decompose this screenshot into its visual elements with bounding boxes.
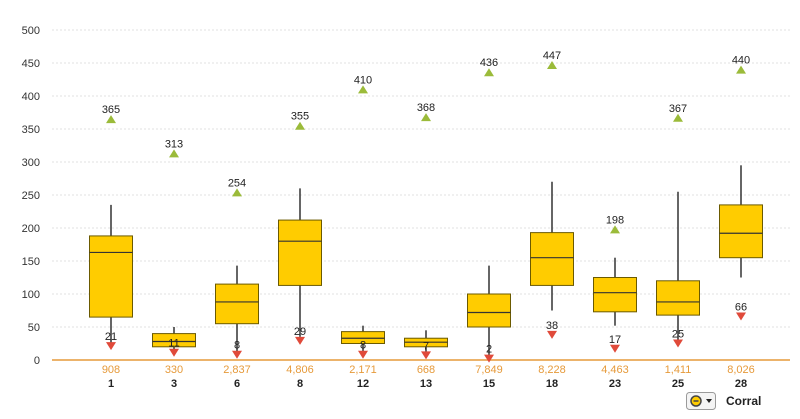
max-label: 355 <box>291 111 309 123</box>
count-label: 908 <box>102 364 120 376</box>
min-marker <box>358 350 368 359</box>
max-label: 254 <box>228 177 246 189</box>
max-label: 440 <box>732 55 750 67</box>
count-label: 4,806 <box>286 364 314 376</box>
count-label: 8,228 <box>538 364 566 376</box>
box <box>530 232 574 286</box>
category-label: 1 <box>108 378 114 390</box>
max-marker <box>232 188 242 197</box>
min-label: 8 <box>234 340 240 352</box>
max-marker <box>106 115 116 124</box>
min-label: 38 <box>546 320 558 332</box>
count-label: 8,026 <box>727 364 755 376</box>
min-marker <box>736 312 746 321</box>
min-label: 11 <box>168 338 179 350</box>
box <box>89 235 133 318</box>
y-tick-label: 350 <box>22 124 40 136</box>
y-tick-label: 500 <box>22 25 40 37</box>
max-marker <box>169 149 179 158</box>
y-tick-label: 50 <box>28 322 40 334</box>
max-marker <box>484 68 494 77</box>
corral-dropdown-icon <box>686 392 716 410</box>
category-label: 3 <box>171 378 177 390</box>
y-tick-label: 150 <box>22 256 40 268</box>
category-label: 25 <box>672 378 684 390</box>
min-label: 29 <box>294 326 306 338</box>
count-label: 668 <box>417 364 435 376</box>
min-marker <box>295 336 305 345</box>
gridlines <box>52 29 790 328</box>
category-label: 6 <box>234 378 240 390</box>
count-label: 2,837 <box>223 364 251 376</box>
min-label: 66 <box>735 301 747 313</box>
min-marker <box>547 330 557 339</box>
y-tick-label: 0 <box>34 355 40 367</box>
min-marker <box>169 348 179 357</box>
min-label: 17 <box>609 334 621 346</box>
y-tick-label: 400 <box>22 91 40 103</box>
max-label: 367 <box>669 103 687 115</box>
min-marker <box>232 350 242 359</box>
box <box>467 293 511 328</box>
min-label: 8 <box>360 340 366 352</box>
max-label: 198 <box>606 214 624 226</box>
category-label: 18 <box>546 378 558 390</box>
count-label: 7,849 <box>475 364 503 376</box>
min-marker <box>610 344 620 353</box>
max-marker <box>421 113 431 122</box>
min-marker <box>421 351 431 360</box>
y-tick-label: 300 <box>22 157 40 169</box>
legend-label: Corral <box>726 394 762 408</box>
box <box>152 333 196 348</box>
min-label: 21 <box>105 331 117 343</box>
count-label: 330 <box>165 364 183 376</box>
max-label: 365 <box>102 104 120 116</box>
min-label: 25 <box>672 329 684 341</box>
max-marker <box>673 113 683 122</box>
legend-dropdown-button[interactable] <box>686 392 716 410</box>
max-label: 447 <box>543 50 561 62</box>
max-label: 410 <box>354 74 372 86</box>
y-tick-label: 450 <box>22 58 40 70</box>
box <box>341 331 385 344</box>
box-series: 365 21 313 11 254 8 355 29 410 8 368 7 436 2 447 38 198 1… <box>89 50 763 363</box>
count-label: 2,171 <box>349 364 377 376</box>
box <box>719 204 763 259</box>
max-label: 368 <box>417 102 435 114</box>
count-label: 1,411 <box>665 364 692 376</box>
min-label: 2 <box>486 344 492 356</box>
count-label: 4,463 <box>601 364 629 376</box>
min-marker <box>484 354 494 363</box>
box <box>593 277 637 313</box>
y-tick-label: 100 <box>22 289 40 301</box>
min-marker <box>106 342 116 351</box>
category-label: 12 <box>357 378 369 390</box>
y-tick-label: 250 <box>22 190 40 202</box>
max-marker <box>736 65 746 74</box>
x-axis-labels: 908 1 330 3 2,837 6 4,806 8 2,171 12 668 13 7,849 15 8… <box>102 364 755 390</box>
box <box>656 280 700 316</box>
category-label: 23 <box>609 378 621 390</box>
y-tick-label: 200 <box>22 223 40 235</box>
category-label: 13 <box>420 378 432 390</box>
max-marker <box>295 121 305 130</box>
category-label: 8 <box>297 378 303 390</box>
max-label: 436 <box>480 57 498 69</box>
max-marker <box>547 60 557 69</box>
max-marker <box>358 85 368 94</box>
min-marker <box>673 339 683 348</box>
box <box>278 219 322 286</box>
min-label: 7 <box>423 340 429 352</box>
box <box>215 283 259 325</box>
category-label: 28 <box>735 378 747 390</box>
max-label: 313 <box>165 138 183 150</box>
max-marker <box>610 225 620 234</box>
category-label: 15 <box>483 378 495 390</box>
